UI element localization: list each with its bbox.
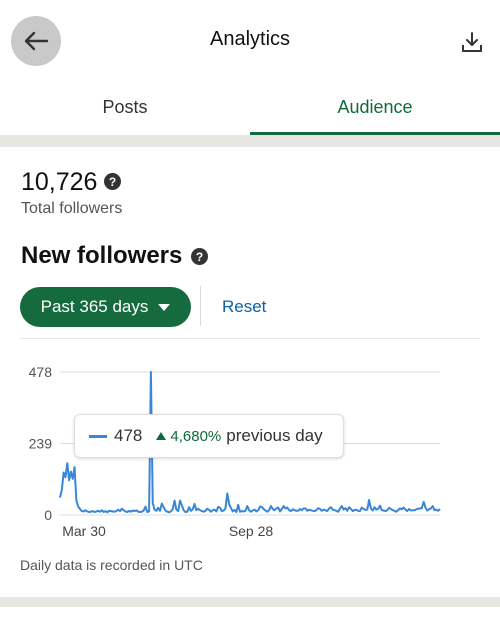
section-divider (0, 597, 500, 607)
x-tick-label: Mar 30 (62, 523, 106, 539)
download-button[interactable] (458, 28, 486, 56)
download-icon (462, 32, 482, 52)
triangle-up-icon (156, 432, 167, 440)
tab-audience[interactable]: Audience (337, 96, 413, 117)
reset-link[interactable]: Reset (222, 297, 267, 316)
section-divider (0, 135, 500, 147)
x-tick-label: Sep 28 (229, 523, 274, 539)
tooltip-suffix: previous day (226, 426, 323, 445)
total-followers-label: Total followers (21, 200, 123, 217)
tooltip-value: 478 (114, 426, 143, 445)
page-title: Analytics (209, 28, 291, 50)
total-followers-count: 10,726 (21, 168, 98, 196)
tooltip-change: 4,680% (170, 427, 222, 445)
chart-tooltip: 478 4,680% previous day (74, 414, 344, 458)
tab-bar: Posts Audience (0, 78, 500, 136)
date-range-label: Past 365 days (40, 297, 149, 316)
series-swatch (89, 434, 107, 438)
y-tick-label: 239 (29, 436, 53, 452)
vertical-divider (200, 286, 201, 326)
tab-posts[interactable]: Posts (102, 96, 148, 117)
back-button[interactable] (11, 16, 61, 66)
help-icon[interactable]: ? (104, 173, 121, 190)
new-followers-title: New followers (21, 242, 183, 269)
series-line (59, 371, 441, 514)
active-tab-indicator (250, 132, 500, 135)
caret-down-icon (158, 303, 171, 311)
help-icon[interactable]: ? (191, 248, 208, 265)
utc-note: Daily data is recorded in UTC (20, 557, 203, 573)
y-tick-label: 0 (44, 507, 52, 523)
horizontal-divider (20, 338, 480, 339)
top-app-bar: Analytics (0, 0, 500, 78)
y-tick-label: 478 (29, 364, 53, 380)
date-range-dropdown[interactable]: Past 365 days (20, 287, 191, 327)
arrow-left-icon (24, 31, 49, 51)
